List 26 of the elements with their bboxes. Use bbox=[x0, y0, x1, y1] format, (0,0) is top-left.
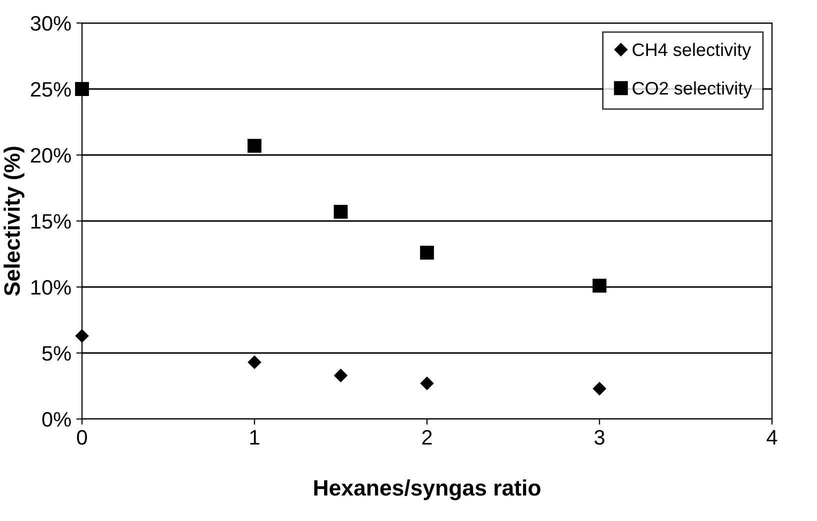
y-tick-label: 0% bbox=[42, 412, 71, 427]
y-tick-label: 10% bbox=[31, 280, 71, 295]
point bbox=[248, 138, 262, 153]
x-tick-label: 2 bbox=[422, 430, 432, 445]
legend-label: CH4 selectivity bbox=[632, 42, 752, 60]
point bbox=[248, 356, 262, 369]
y-tick-label: 30% bbox=[30, 16, 71, 31]
point bbox=[592, 278, 606, 293]
x-tick-label: 4 bbox=[766, 430, 778, 445]
point bbox=[334, 368, 348, 382]
x-tick-label: 0 bbox=[77, 430, 87, 445]
y-tick-label: 25% bbox=[30, 82, 71, 97]
legend-label: CO2 selectivity bbox=[632, 81, 752, 98]
point bbox=[592, 382, 606, 396]
y-tick-label: 20% bbox=[30, 148, 71, 163]
y-tick-label: 5% bbox=[42, 346, 71, 361]
point bbox=[75, 82, 89, 96]
y-axis-title: Selectivity (%) bbox=[4, 146, 24, 296]
x-tick-label: 1 bbox=[250, 430, 260, 445]
x-axis-title: Hexanes/syngas ratio bbox=[314, 479, 540, 500]
point bbox=[334, 204, 348, 219]
point bbox=[420, 376, 434, 390]
x-tick-label: 3 bbox=[594, 430, 604, 445]
point bbox=[420, 246, 434, 260]
y-tick-label: 15% bbox=[31, 214, 71, 229]
point bbox=[75, 329, 89, 342]
